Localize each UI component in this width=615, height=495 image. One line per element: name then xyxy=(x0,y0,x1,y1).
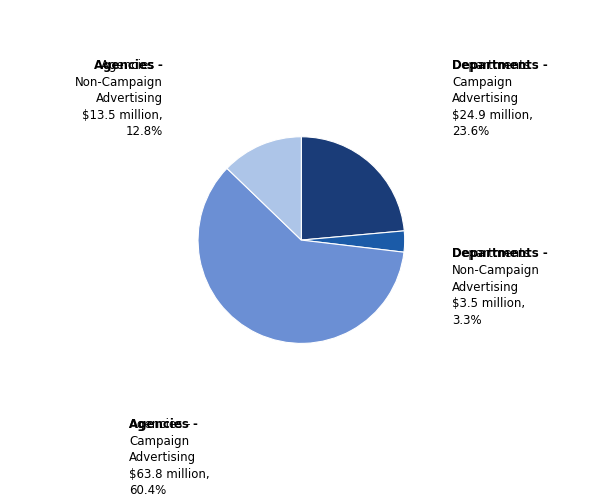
Wedge shape xyxy=(301,231,405,252)
Wedge shape xyxy=(227,137,301,240)
Wedge shape xyxy=(301,137,404,240)
Text: Departments -: Departments - xyxy=(452,248,548,260)
Text: Departments -: Departments - xyxy=(452,59,548,72)
Text: Agencies -
Campaign
Advertising
$63.8 million,
60.4%: Agencies - Campaign Advertising $63.8 mi… xyxy=(129,418,210,495)
Text: Departments -
Campaign
Advertising
$24.9 million,
23.6%: Departments - Campaign Advertising $24.9… xyxy=(452,59,538,139)
Wedge shape xyxy=(198,168,404,344)
Text: Departments -
Non-Campaign
Advertising
$3.5 million,
3.3%: Departments - Non-Campaign Advertising $… xyxy=(452,248,540,327)
Text: Agencies -: Agencies - xyxy=(129,418,198,431)
Text: Agencies -: Agencies - xyxy=(94,59,163,72)
Text: Agencies -
Non-Campaign
Advertising
$13.5 million,
12.8%: Agencies - Non-Campaign Advertising $13.… xyxy=(75,59,163,139)
